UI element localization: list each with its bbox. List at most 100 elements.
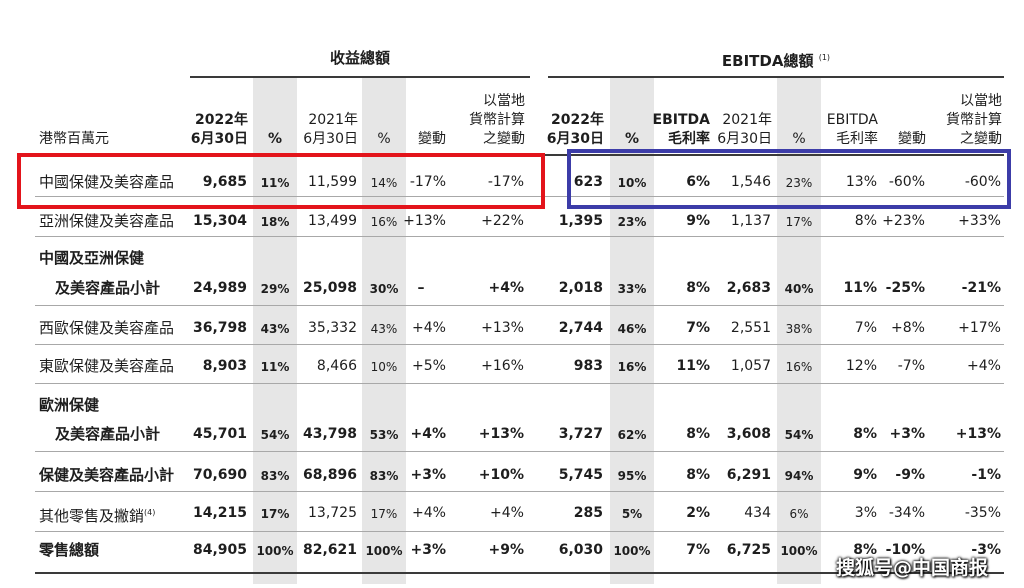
table-cell: 83% [260, 469, 290, 483]
table-cell: 43% [370, 322, 398, 336]
eb-margin2-header: EBITDA 毛利率 [826, 112, 878, 147]
table-cell: 6,291 [726, 467, 771, 483]
table-cell: 1,395 [558, 213, 603, 229]
table-cell: -60% [964, 174, 1001, 190]
rev-change-header: 變動 [418, 131, 446, 147]
table-cell: +9% [488, 542, 525, 558]
row-separator [35, 344, 1004, 345]
table-cell: 40% [784, 282, 814, 296]
rev-pct2-header: % [377, 131, 391, 147]
row-separator [35, 196, 1004, 197]
table-cell: 25,098 [302, 280, 357, 296]
eb-2022-header: 2022年 6月30日 [546, 112, 604, 147]
table-cell: 623 [573, 174, 603, 190]
table-cell: 17% [370, 507, 398, 521]
table-cell: +3% [889, 426, 926, 442]
row-separator [35, 451, 1004, 452]
table-cell: 11% [260, 360, 290, 374]
table-cell: 3,727 [558, 426, 603, 442]
table-cell: 8% [686, 467, 710, 483]
table-cell: 29% [260, 282, 290, 296]
row-label-text: 西歐保健及美容產品 [39, 319, 175, 337]
table-cell: – [417, 280, 425, 296]
table-cell: 11% [260, 176, 290, 190]
table-cell: 3% [854, 505, 877, 521]
table-cell: 17% [260, 507, 290, 521]
row-label-line2: 及美容產品小計 [55, 279, 161, 297]
table-cell: +4% [412, 505, 446, 521]
table-cell: 8,903 [202, 358, 247, 374]
row-label: 西歐保健及美容產品 [39, 318, 174, 338]
table-cell: 53% [369, 428, 399, 442]
table-cell: 14,215 [192, 505, 247, 521]
table-bottom-rule [35, 572, 1004, 574]
table-cell: 3,608 [726, 426, 771, 442]
eb-local-header: 以當地 貨幣計算 之變動 [946, 93, 1002, 147]
table-cell: 8% [853, 426, 877, 442]
table-cell: +16% [481, 358, 524, 374]
rev-pct1-header: % [267, 131, 283, 147]
table-cell: 46% [617, 322, 647, 336]
table-cell: +10% [478, 467, 524, 483]
table-cell: -34% [888, 505, 925, 521]
table-cell: 100% [613, 544, 651, 558]
table-cell: 2,744 [558, 320, 603, 336]
eb-2021-header: 2021年 6月30日 [717, 112, 772, 147]
row-label-text: 零售總額 [39, 541, 100, 559]
shade-col-rev-pct2 [362, 78, 406, 584]
table-cell: 13% [845, 174, 877, 190]
table-cell: +13% [481, 320, 524, 336]
row-label-text: 東歐保健及美容產品 [39, 357, 175, 375]
table-cell: 16% [785, 360, 813, 374]
table-cell: 100% [256, 544, 294, 558]
table-cell: 1,546 [730, 174, 771, 190]
table-cell: 983 [573, 358, 603, 374]
table-cell: 82,621 [302, 542, 357, 558]
table-cell: 100% [365, 544, 403, 558]
row-label: 其他零售及撇銷(4) [39, 503, 155, 526]
table-cell: -3% [971, 542, 1001, 558]
table-cell: +4% [967, 358, 1001, 374]
row-label: 中國及亞洲保健 [39, 249, 145, 267]
table-cell: 43% [260, 322, 290, 336]
ebitda-highlight-box [567, 149, 1011, 209]
row-label: 保健及美容產品小計 [39, 465, 174, 485]
table-cell: 23% [785, 176, 813, 190]
table-cell: +17% [958, 320, 1001, 336]
eb-change-header: 變動 [898, 131, 926, 147]
table-cell: 16% [617, 360, 647, 374]
table-cell: 54% [260, 428, 290, 442]
rev-2021-header: 2021年 6月30日 [303, 112, 358, 147]
table-cell: +4% [488, 280, 525, 296]
table-cell: 23% [617, 215, 647, 229]
table-cell: +22% [481, 213, 524, 229]
table-cell: 6,725 [726, 542, 771, 558]
table-cell: 14% [370, 176, 398, 190]
ebitda-group-note: (1) [818, 53, 831, 62]
table-cell: 18% [260, 215, 290, 229]
table-cell: -10% [885, 542, 925, 558]
table-cell: 13,499 [308, 213, 357, 229]
table-cell: 35,332 [308, 320, 357, 336]
watermark: 搜狐号@中国商报 [836, 557, 989, 579]
unit-header: 港幣百萬元 [39, 131, 109, 147]
row-label-text: 保健及美容產品小計 [39, 466, 175, 484]
table-cell: +4% [410, 426, 447, 442]
shade-col-rev-pct1 [253, 78, 297, 584]
revenue-highlight-box [17, 153, 545, 209]
row-label: 亞洲保健及美容產品 [39, 211, 174, 231]
row-label: 東歐保健及美容產品 [39, 356, 174, 376]
table-cell: 33% [617, 282, 647, 296]
row-separator [35, 305, 1004, 306]
row-label: 零售總額 [39, 540, 99, 560]
shade-col-eb-pct2 [777, 78, 821, 584]
table-cell: 1,137 [730, 213, 771, 229]
table-cell: -1% [971, 467, 1001, 483]
table-cell: 5,745 [558, 467, 603, 483]
table-cell: 100% [780, 544, 818, 558]
row-separator [35, 383, 1004, 384]
table-cell: 6% [789, 507, 809, 521]
table-cell: -9% [895, 467, 925, 483]
table-cell: 9,685 [202, 174, 247, 190]
shade-col-eb-pct1 [610, 78, 654, 584]
